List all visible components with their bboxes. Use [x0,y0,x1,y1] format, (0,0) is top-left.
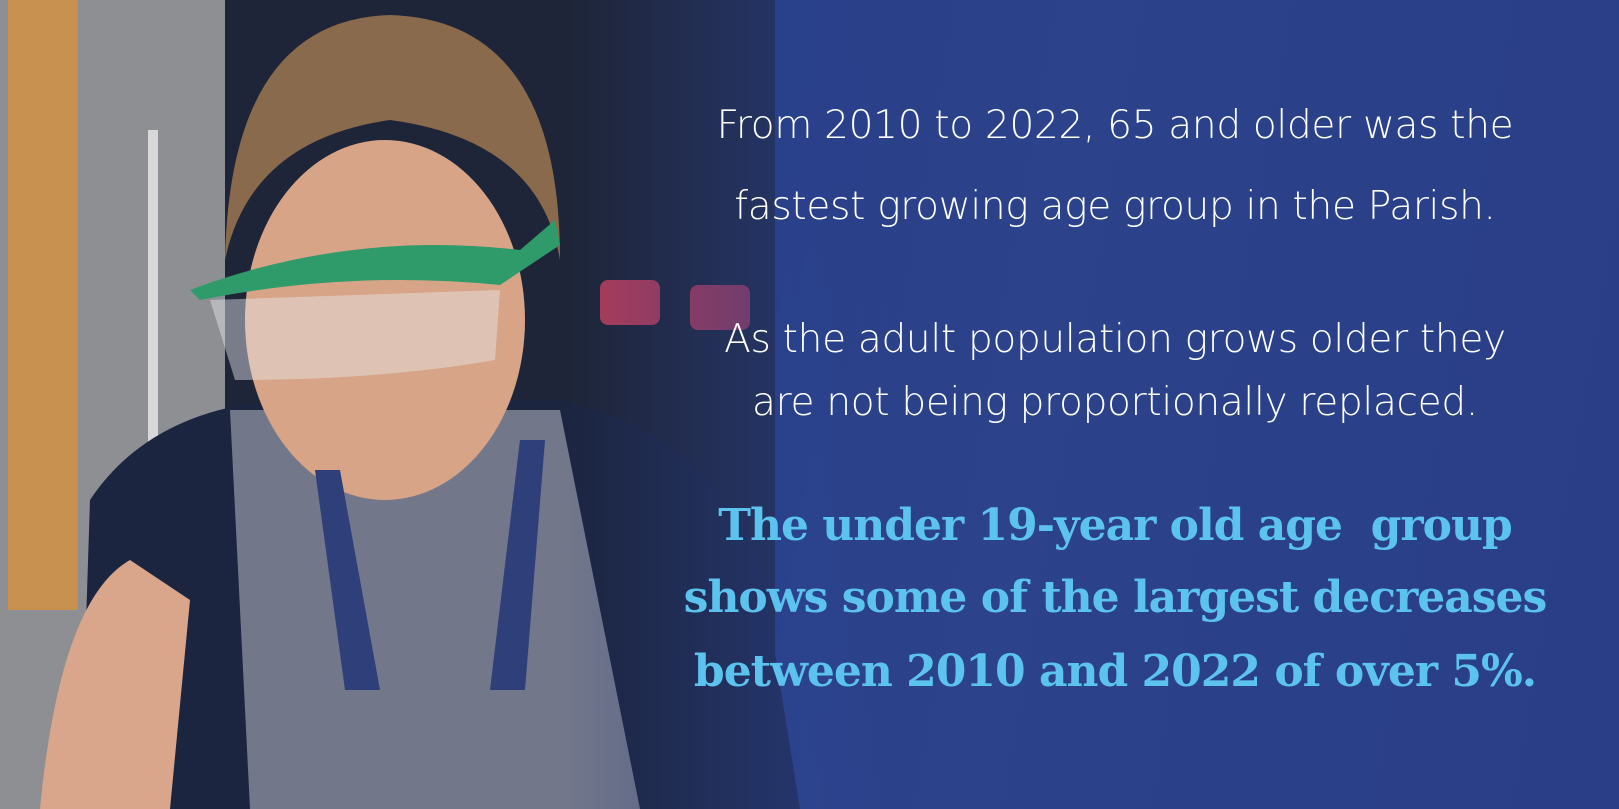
statement-line: are not being proportionally replaced. [640,380,1590,425]
highlight-line: between 2010 and 2022 of over 5%. [640,646,1590,697]
highlight-line: shows some of the largest decreases [640,572,1590,623]
highlight-line: The under 19-year old age group [640,500,1590,551]
infographic: From 2010 to 2022, 65 and older was the … [0,0,1619,809]
statement-line: From 2010 to 2022, 65 and older was the [640,103,1590,148]
statement-line: fastest growing age group in the Parish. [640,184,1590,229]
statement-line: As the adult population grows older they [640,317,1590,362]
